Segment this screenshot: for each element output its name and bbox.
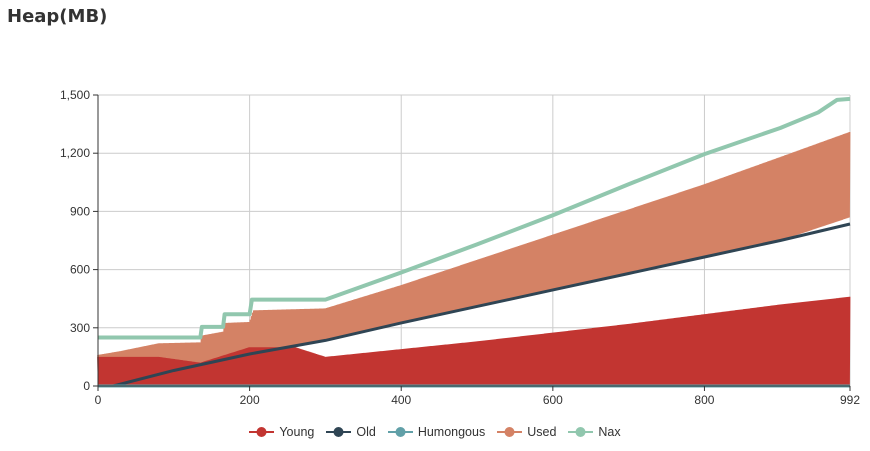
x-tick-label: 600 [543,393,563,407]
y-tick-label: 1,200 [60,146,90,160]
y-tick-label: 900 [70,204,90,218]
series-layer [97,96,851,388]
x-tick-label: 992 [840,393,860,407]
legend-label: Humongous [417,425,486,439]
legend-swatch [387,427,413,437]
legend-swatch [326,427,352,437]
x-tick-label: 200 [240,393,260,407]
legend-item-old[interactable]: Old [326,425,376,439]
y-tick-label: 0 [83,379,90,393]
x-tick-label: 0 [95,393,102,407]
legend-item-nax[interactable]: Nax [568,425,621,439]
y-tick-label: 600 [70,263,90,277]
axes: 0 300 600 900 1,200 1,500 0 200 400 600 800 992 [60,88,860,407]
legend-label: Used [527,425,557,439]
series-old [98,222,851,388]
x-tick-label: 800 [694,393,714,407]
legend-item-humongous[interactable]: Humongous [387,425,486,439]
chart-title: Heap(MB) [7,6,108,27]
y-tick-label: 300 [70,321,90,335]
legend: Young Old Humongous Used Nax [0,425,870,439]
x-tick-label: 400 [391,393,411,407]
legend-swatch [249,427,275,437]
legend-label: Young [279,425,315,439]
legend-swatch [497,427,523,437]
y-tick-label: 1,500 [60,88,90,102]
legend-item-young[interactable]: Young [249,425,314,439]
legend-swatch [568,427,594,437]
series-nax [98,96,851,340]
legend-label: Old [356,425,376,439]
legend-label: Nax [598,425,621,439]
legend-item-used[interactable]: Used [497,425,556,439]
